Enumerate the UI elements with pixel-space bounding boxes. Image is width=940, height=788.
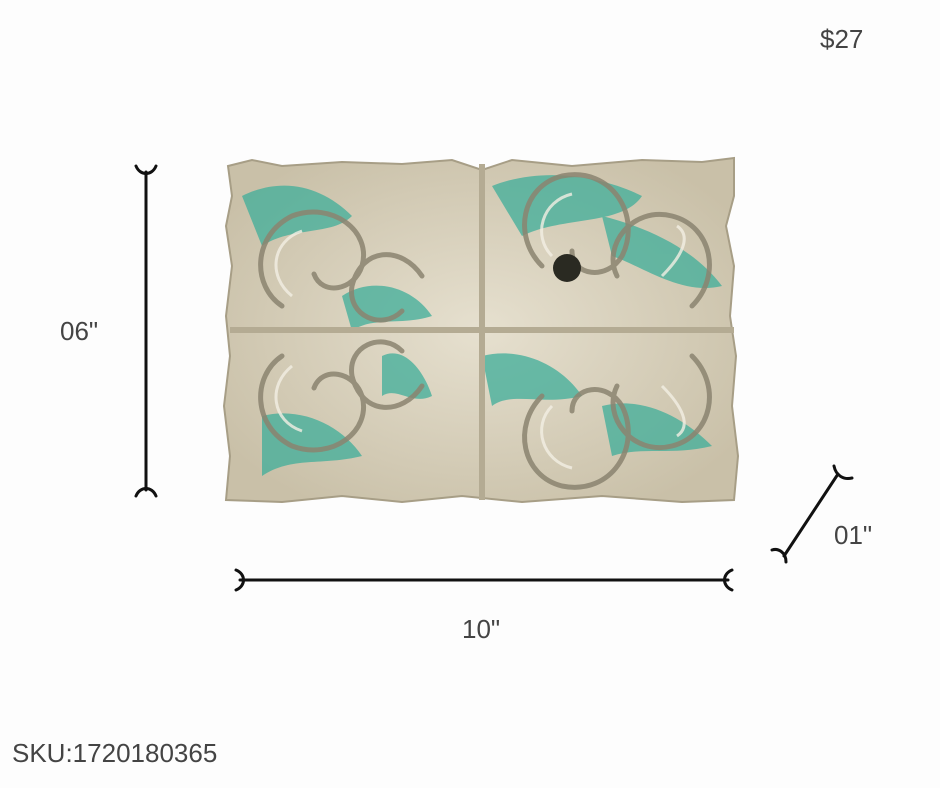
width-label: 10" — [462, 614, 501, 644]
carved-panel-image — [222, 156, 740, 504]
depth-label: 01" — [834, 520, 873, 550]
height-label: 06" — [60, 316, 99, 346]
price-label: $27 — [820, 24, 864, 54]
depth-dimension-line — [782, 472, 840, 558]
sku-label: SKU:1720180365 — [12, 738, 218, 768]
